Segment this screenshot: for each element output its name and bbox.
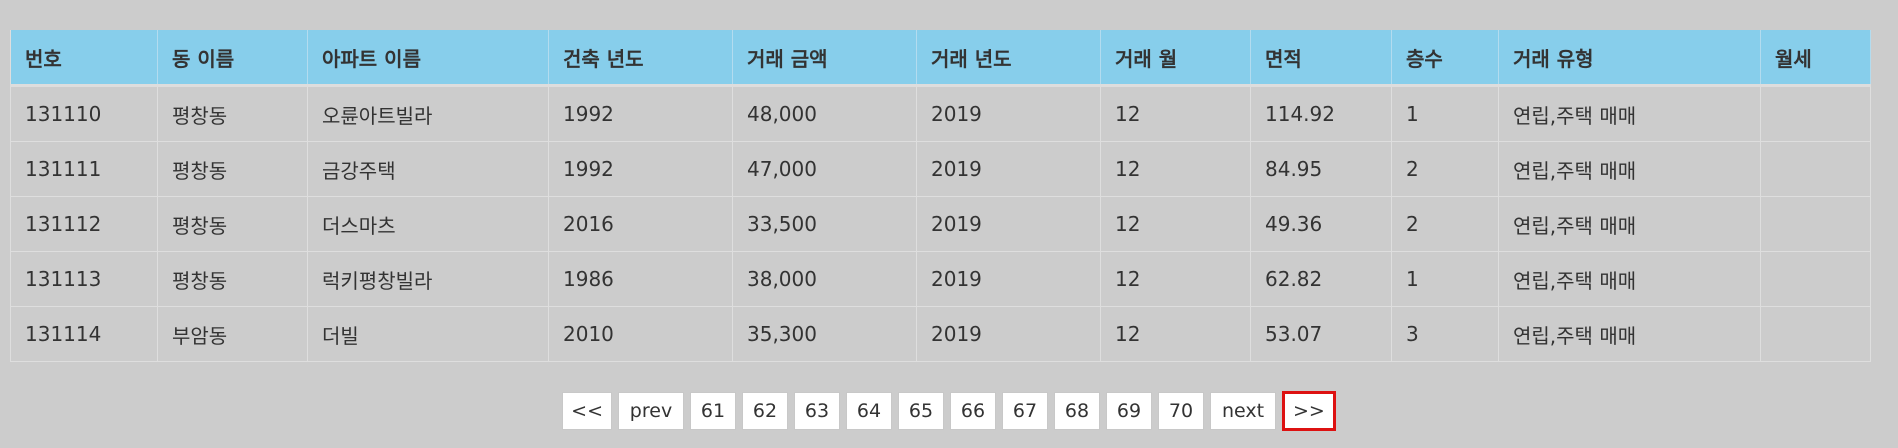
- cell-deal-amount: 33,500: [732, 196, 917, 252]
- cell-area: 114.92: [1250, 85, 1392, 142]
- header-deal-month: 거래 월: [1100, 30, 1251, 87]
- cell-deal-type: 연립,주택 매매: [1498, 306, 1761, 362]
- cell-id: 131113: [10, 251, 158, 307]
- cell-dong-name: 평창동: [157, 196, 308, 252]
- header-monthly-rent: 월세: [1760, 30, 1871, 87]
- cell-deal-month: 12: [1100, 306, 1251, 362]
- page-64-button[interactable]: 64: [846, 392, 892, 430]
- next-page-button[interactable]: next: [1210, 392, 1276, 430]
- cell-deal-year: 2019: [916, 306, 1101, 362]
- cell-deal-year: 2019: [916, 196, 1101, 252]
- transaction-table: 번호 동 이름 아파트 이름 건축 년도 거래 금액 거래 년도 거래 월 면적…: [10, 30, 1871, 362]
- cell-id: 131111: [10, 141, 158, 197]
- cell-monthly-rent: [1760, 196, 1871, 252]
- cell-deal-month: 12: [1100, 141, 1251, 197]
- first-page-button[interactable]: <<: [562, 392, 612, 430]
- page-66-button[interactable]: 66: [950, 392, 996, 430]
- cell-deal-year: 2019: [916, 251, 1101, 307]
- table-row: 131112 평창동 더스마츠 2016 33,500 2019 12 49.3…: [10, 196, 1871, 252]
- table-header-row: 번호 동 이름 아파트 이름 건축 년도 거래 금액 거래 년도 거래 월 면적…: [10, 30, 1871, 87]
- last-page-button[interactable]: >>: [1282, 391, 1336, 431]
- cell-monthly-rent: [1760, 306, 1871, 362]
- cell-floor: 2: [1391, 196, 1499, 252]
- cell-deal-amount: 47,000: [732, 141, 917, 197]
- cell-area: 53.07: [1250, 306, 1392, 362]
- cell-build-year: 1992: [548, 141, 733, 197]
- cell-deal-amount: 38,000: [732, 251, 917, 307]
- cell-build-year: 1992: [548, 85, 733, 142]
- header-area: 면적: [1250, 30, 1392, 87]
- header-deal-year: 거래 년도: [916, 30, 1101, 87]
- page-69-button[interactable]: 69: [1106, 392, 1152, 430]
- cell-apartment-name: 오륜아트빌라: [307, 85, 549, 142]
- cell-dong-name: 평창동: [157, 251, 308, 307]
- cell-deal-type: 연립,주택 매매: [1498, 196, 1761, 252]
- page-61-button[interactable]: 61: [690, 392, 736, 430]
- header-deal-type: 거래 유형: [1498, 30, 1761, 87]
- page-65-button[interactable]: 65: [898, 392, 944, 430]
- cell-deal-amount: 48,000: [732, 85, 917, 142]
- page-62-button[interactable]: 62: [742, 392, 788, 430]
- table-row: 131110 평창동 오륜아트빌라 1992 48,000 2019 12 11…: [10, 85, 1871, 142]
- pagination: << prev 61 62 63 64 65 66 67 68 69 70 ne…: [0, 391, 1898, 431]
- cell-floor: 2: [1391, 141, 1499, 197]
- page-67-button[interactable]: 67: [1002, 392, 1048, 430]
- cell-monthly-rent: [1760, 85, 1871, 142]
- cell-floor: 1: [1391, 85, 1499, 142]
- cell-area: 49.36: [1250, 196, 1392, 252]
- header-id: 번호: [10, 30, 158, 87]
- cell-dong-name: 부암동: [157, 306, 308, 362]
- table-row: 131111 평창동 금강주택 1992 47,000 2019 12 84.9…: [10, 141, 1871, 197]
- cell-floor: 1: [1391, 251, 1499, 307]
- transaction-table-container: 번호 동 이름 아파트 이름 건축 년도 거래 금액 거래 년도 거래 월 면적…: [10, 30, 1871, 362]
- cell-deal-type: 연립,주택 매매: [1498, 141, 1761, 197]
- header-deal-amount: 거래 금액: [732, 30, 917, 87]
- cell-deal-month: 12: [1100, 85, 1251, 142]
- header-floor: 층수: [1391, 30, 1499, 87]
- cell-build-year: 1986: [548, 251, 733, 307]
- cell-apartment-name: 금강주택: [307, 141, 549, 197]
- page-70-button[interactable]: 70: [1158, 392, 1204, 430]
- cell-deal-month: 12: [1100, 251, 1251, 307]
- table-row: 131114 부암동 더빌 2010 35,300 2019 12 53.07 …: [10, 306, 1871, 362]
- cell-deal-amount: 35,300: [732, 306, 917, 362]
- cell-monthly-rent: [1760, 141, 1871, 197]
- cell-build-year: 2010: [548, 306, 733, 362]
- prev-page-button[interactable]: prev: [618, 392, 684, 430]
- header-dong-name: 동 이름: [157, 30, 308, 87]
- cell-deal-type: 연립,주택 매매: [1498, 251, 1761, 307]
- cell-build-year: 2016: [548, 196, 733, 252]
- cell-monthly-rent: [1760, 251, 1871, 307]
- cell-id: 131114: [10, 306, 158, 362]
- cell-deal-type: 연립,주택 매매: [1498, 85, 1761, 142]
- cell-dong-name: 평창동: [157, 141, 308, 197]
- cell-id: 131110: [10, 85, 158, 142]
- page-63-button[interactable]: 63: [794, 392, 840, 430]
- cell-area: 84.95: [1250, 141, 1392, 197]
- cell-deal-year: 2019: [916, 85, 1101, 142]
- cell-id: 131112: [10, 196, 158, 252]
- cell-apartment-name: 더스마츠: [307, 196, 549, 252]
- cell-apartment-name: 더빌: [307, 306, 549, 362]
- page-68-button[interactable]: 68: [1054, 392, 1100, 430]
- header-apartment-name: 아파트 이름: [307, 30, 549, 87]
- cell-apartment-name: 럭키평창빌라: [307, 251, 549, 307]
- cell-deal-year: 2019: [916, 141, 1101, 197]
- cell-area: 62.82: [1250, 251, 1392, 307]
- cell-floor: 3: [1391, 306, 1499, 362]
- table-row: 131113 평창동 럭키평창빌라 1986 38,000 2019 12 62…: [10, 251, 1871, 307]
- cell-deal-month: 12: [1100, 196, 1251, 252]
- header-build-year: 건축 년도: [548, 30, 733, 87]
- cell-dong-name: 평창동: [157, 85, 308, 142]
